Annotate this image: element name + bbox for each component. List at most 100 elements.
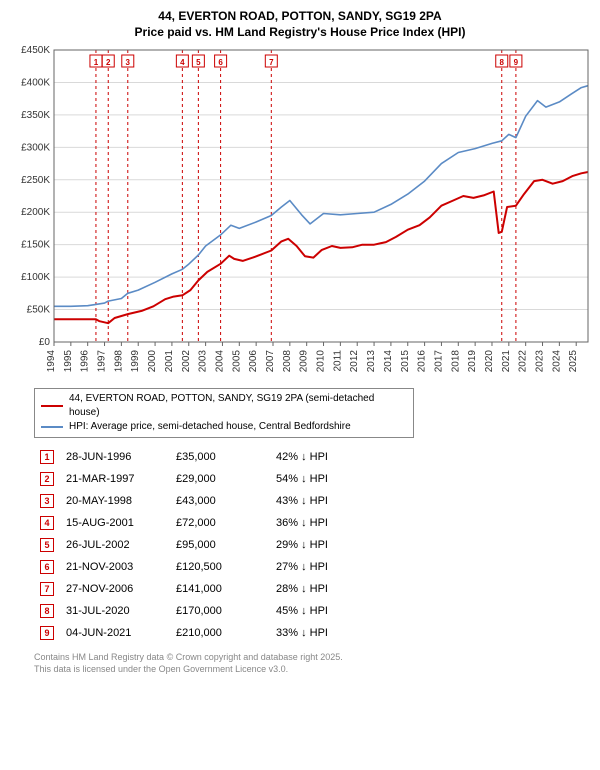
event-delta: 45% ↓ HPI	[270, 600, 334, 622]
svg-text:1999: 1999	[130, 350, 141, 373]
event-row: 9 04-JUN-2021£210,00033% ↓ HPI	[34, 622, 334, 644]
legend-item: 44, EVERTON ROAD, POTTON, SANDY, SG19 2P…	[41, 392, 407, 420]
legend-swatch	[41, 426, 63, 428]
event-date: 21-MAR-1997	[60, 468, 170, 490]
chart-svg: £0 £50K £100K £150K £200K £250K £300K £350K £400…	[6, 44, 594, 384]
event-delta: 29% ↓ HPI	[270, 534, 334, 556]
event-row: 7 27-NOV-2006£141,00028% ↓ HPI	[34, 578, 334, 600]
footer: Contains HM Land Registry data © Crown c…	[34, 652, 594, 675]
event-delta: 54% ↓ HPI	[270, 468, 334, 490]
event-date: 20-MAY-1998	[60, 490, 170, 512]
svg-text:£250K: £250K	[21, 175, 50, 186]
svg-text:4: 4	[180, 58, 185, 67]
svg-text:2000: 2000	[147, 350, 158, 373]
svg-text:1997: 1997	[97, 350, 108, 373]
svg-text:1996: 1996	[80, 350, 91, 373]
event-index-box: 6	[40, 560, 54, 574]
event-date: 21-NOV-2003	[60, 556, 170, 578]
event-date: 26-JUL-2002	[60, 534, 170, 556]
event-price: £29,000	[170, 468, 270, 490]
event-price: £210,000	[170, 622, 270, 644]
svg-text:2016: 2016	[417, 350, 428, 373]
event-delta: 27% ↓ HPI	[270, 556, 334, 578]
legend-label: HPI: Average price, semi-detached house,…	[69, 420, 351, 434]
svg-text:1998: 1998	[113, 350, 124, 373]
svg-text:£400K: £400K	[21, 78, 50, 89]
svg-text:2004: 2004	[214, 350, 225, 373]
event-date: 04-JUN-2021	[60, 622, 170, 644]
event-date: 27-NOV-2006	[60, 578, 170, 600]
event-delta: 33% ↓ HPI	[270, 622, 334, 644]
event-delta: 42% ↓ HPI	[270, 446, 334, 468]
svg-text:9: 9	[514, 58, 519, 67]
svg-text:£0: £0	[39, 337, 51, 348]
event-price: £120,500	[170, 556, 270, 578]
svg-text:1995: 1995	[63, 350, 74, 373]
event-price: £72,000	[170, 512, 270, 534]
event-row: 1 28-JUN-1996£35,00042% ↓ HPI	[34, 446, 334, 468]
svg-text:£100K: £100K	[21, 272, 50, 283]
event-price: £43,000	[170, 490, 270, 512]
price-chart: £0 £50K £100K £150K £200K £250K £300K £350K £400…	[6, 44, 594, 384]
svg-text:3: 3	[126, 58, 131, 67]
svg-text:2006: 2006	[248, 350, 259, 373]
svg-text:2017: 2017	[433, 350, 444, 373]
legend-item: HPI: Average price, semi-detached house,…	[41, 420, 407, 434]
event-index-box: 7	[40, 582, 54, 596]
svg-text:2007: 2007	[265, 350, 276, 373]
title-line2: Price paid vs. HM Land Registry's House …	[6, 24, 594, 40]
svg-text:£50K: £50K	[27, 305, 51, 316]
svg-text:£350K: £350K	[21, 110, 50, 121]
svg-text:5: 5	[196, 58, 201, 67]
svg-text:£150K: £150K	[21, 240, 50, 251]
event-price: £141,000	[170, 578, 270, 600]
event-index-box: 2	[40, 472, 54, 486]
svg-text:8: 8	[500, 58, 505, 67]
svg-text:£450K: £450K	[21, 45, 50, 56]
event-date: 31-JUL-2020	[60, 600, 170, 622]
event-row: 5 26-JUL-2002£95,00029% ↓ HPI	[34, 534, 334, 556]
event-price: £95,000	[170, 534, 270, 556]
event-index-box: 3	[40, 494, 54, 508]
event-delta: 43% ↓ HPI	[270, 490, 334, 512]
svg-text:2012: 2012	[349, 350, 360, 373]
svg-text:2023: 2023	[535, 350, 546, 373]
event-price: £35,000	[170, 446, 270, 468]
event-index-box: 9	[40, 626, 54, 640]
event-index-box: 5	[40, 538, 54, 552]
svg-text:2002: 2002	[181, 350, 192, 373]
event-date: 15-AUG-2001	[60, 512, 170, 534]
svg-text:2: 2	[106, 58, 111, 67]
svg-text:2011: 2011	[332, 350, 343, 372]
svg-text:2022: 2022	[518, 350, 529, 373]
event-row: 2 21-MAR-1997£29,00054% ↓ HPI	[34, 468, 334, 490]
event-delta: 28% ↓ HPI	[270, 578, 334, 600]
legend-label: 44, EVERTON ROAD, POTTON, SANDY, SG19 2P…	[69, 392, 407, 420]
chart-title: 44, EVERTON ROAD, POTTON, SANDY, SG19 2P…	[6, 8, 594, 40]
event-index-box: 4	[40, 516, 54, 530]
title-line1: 44, EVERTON ROAD, POTTON, SANDY, SG19 2P…	[6, 8, 594, 24]
footer-line2: This data is licensed under the Open Gov…	[34, 664, 594, 676]
event-price: £170,000	[170, 600, 270, 622]
svg-text:1994: 1994	[46, 350, 57, 373]
svg-text:2025: 2025	[568, 350, 579, 373]
svg-text:2019: 2019	[467, 350, 478, 373]
event-row: 3 20-MAY-1998£43,00043% ↓ HPI	[34, 490, 334, 512]
svg-text:2010: 2010	[316, 350, 327, 373]
svg-text:2018: 2018	[450, 350, 461, 373]
svg-text:6: 6	[218, 58, 223, 67]
svg-text:£300K: £300K	[21, 143, 50, 154]
svg-text:2008: 2008	[282, 350, 293, 373]
svg-text:£200K: £200K	[21, 208, 50, 219]
event-date: 28-JUN-1996	[60, 446, 170, 468]
svg-text:2009: 2009	[299, 350, 310, 373]
svg-text:1: 1	[94, 58, 99, 67]
event-row: 831-JUL-2020£170,00045% ↓ HPI	[34, 600, 334, 622]
event-row: 415-AUG-2001£72,00036% ↓ HPI	[34, 512, 334, 534]
svg-text:2014: 2014	[383, 350, 394, 373]
svg-text:2003: 2003	[198, 350, 209, 373]
svg-text:2013: 2013	[366, 350, 377, 373]
footer-line1: Contains HM Land Registry data © Crown c…	[34, 652, 594, 664]
event-index-box: 1	[40, 450, 54, 464]
svg-text:2001: 2001	[164, 350, 175, 373]
